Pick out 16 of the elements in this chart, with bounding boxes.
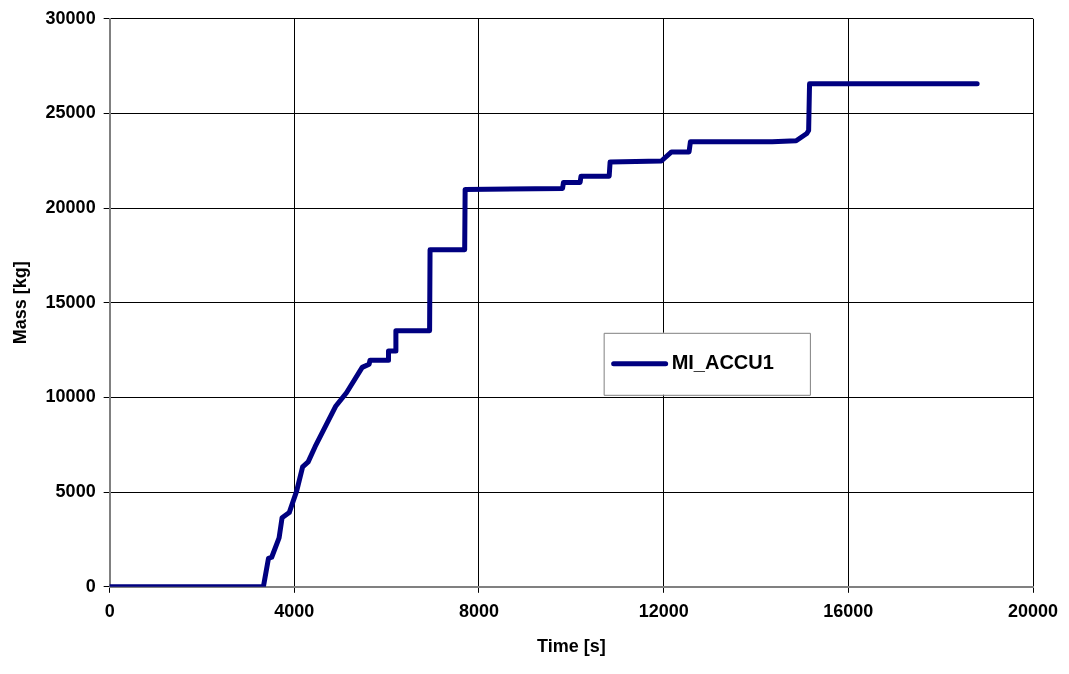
- y-tick-label: 5000: [55, 481, 96, 502]
- y-tick-label: 15000: [45, 291, 96, 312]
- x-tick-label: 4000: [274, 600, 315, 621]
- y-tick-label: 20000: [45, 197, 96, 218]
- x-tick-label: 8000: [458, 600, 500, 621]
- x-tick-label: 0: [104, 600, 115, 621]
- x-tick-label: 12000: [638, 600, 689, 621]
- y-tick-label: 10000: [45, 386, 96, 407]
- y-tick-label: 0: [85, 575, 96, 596]
- y-axis-title: Mass [kg]: [9, 261, 30, 345]
- x-tick-label: 16000: [823, 600, 874, 621]
- y-tick-label: 30000: [45, 7, 96, 28]
- x-tick-label: 20000: [1007, 600, 1059, 621]
- legend-label: MI_ACCU1: [671, 351, 774, 374]
- y-tick-label: 25000: [45, 102, 96, 123]
- x-axis-title: Time [s]: [536, 636, 606, 657]
